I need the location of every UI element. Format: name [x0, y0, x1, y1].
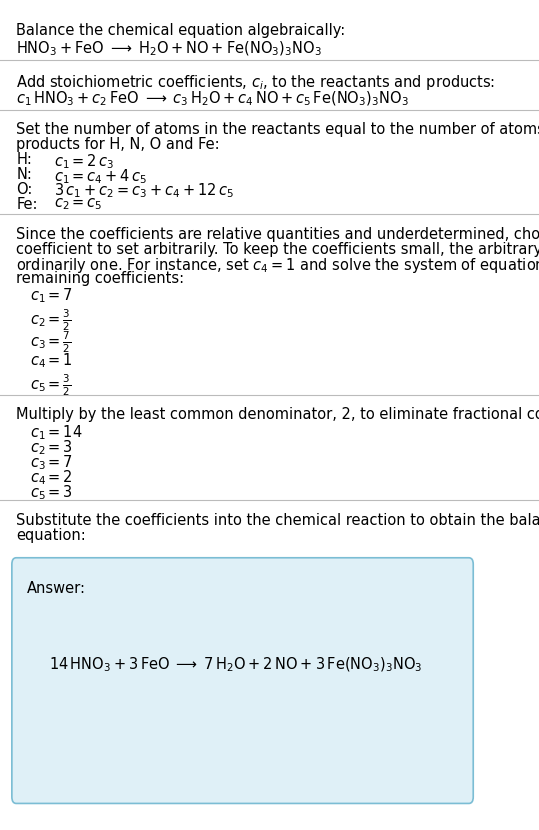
Text: $c_2 = \frac{3}{2}$: $c_2 = \frac{3}{2}$: [30, 308, 71, 334]
Text: Since the coefficients are relative quantities and underdetermined, choose a: Since the coefficients are relative quan…: [16, 227, 539, 242]
Text: $c_1\,\mathrm{HNO_3} + c_2\,\mathrm{FeO} \;\longrightarrow\; c_3\,\mathrm{H_2O} : $c_1\,\mathrm{HNO_3} + c_2\,\mathrm{FeO}…: [16, 90, 409, 108]
Text: coefficient to set arbitrarily. To keep the coefficients small, the arbitrary va: coefficient to set arbitrarily. To keep …: [16, 242, 539, 256]
Text: Answer:: Answer:: [27, 581, 86, 596]
Text: $3\,c_1 + c_2 = c_3 + c_4 + 12\,c_5$: $3\,c_1 + c_2 = c_3 + c_4 + 12\,c_5$: [54, 182, 234, 201]
Text: O:: O:: [16, 182, 32, 197]
Text: $c_3 = 7$: $c_3 = 7$: [30, 453, 73, 472]
Text: Substitute the coefficients into the chemical reaction to obtain the balanced: Substitute the coefficients into the che…: [16, 513, 539, 528]
Text: Multiply by the least common denominator, 2, to eliminate fractional coefficient: Multiply by the least common denominator…: [16, 407, 539, 422]
Text: $c_1 = 2\,c_3$: $c_1 = 2\,c_3$: [54, 152, 114, 171]
Text: $c_2 = 3$: $c_2 = 3$: [30, 438, 73, 457]
Text: Balance the chemical equation algebraically:: Balance the chemical equation algebraica…: [16, 23, 345, 38]
Text: $14\,\mathrm{HNO_3} + 3\,\mathrm{FeO} \;\longrightarrow\; 7\,\mathrm{H_2O} + 2\,: $14\,\mathrm{HNO_3} + 3\,\mathrm{FeO} \;…: [49, 656, 422, 674]
Text: $c_1 = c_4 + 4\,c_5$: $c_1 = c_4 + 4\,c_5$: [54, 167, 147, 186]
Text: ordinarily one. For instance, set $c_4 = 1$ and solve the system of equations fo: ordinarily one. For instance, set $c_4 =…: [16, 256, 539, 276]
Text: $c_5 = \frac{3}{2}$: $c_5 = \frac{3}{2}$: [30, 373, 71, 398]
Text: $c_5 = 3$: $c_5 = 3$: [30, 483, 73, 502]
FancyBboxPatch shape: [12, 558, 473, 803]
Text: Fe:: Fe:: [16, 197, 38, 212]
Text: H:: H:: [16, 152, 32, 167]
Text: products for H, N, O and Fe:: products for H, N, O and Fe:: [16, 137, 220, 152]
Text: $c_1 = 7$: $c_1 = 7$: [30, 286, 73, 305]
Text: Set the number of atoms in the reactants equal to the number of atoms in the: Set the number of atoms in the reactants…: [16, 122, 539, 137]
Text: $\mathrm{HNO_3 + FeO} \;\longrightarrow\; \mathrm{H_2O + NO + Fe(NO_3)_3NO_3}$: $\mathrm{HNO_3 + FeO} \;\longrightarrow\…: [16, 40, 322, 58]
Text: $c_4 = 2$: $c_4 = 2$: [30, 468, 72, 487]
Text: $c_4 = 1$: $c_4 = 1$: [30, 351, 72, 370]
Text: remaining coefficients:: remaining coefficients:: [16, 271, 184, 286]
Text: $c_2 = c_5$: $c_2 = c_5$: [54, 197, 102, 212]
Text: equation:: equation:: [16, 528, 86, 543]
Text: $c_3 = \frac{7}{2}$: $c_3 = \frac{7}{2}$: [30, 330, 71, 355]
Text: Add stoichiometric coefficients, $c_i$, to the reactants and products:: Add stoichiometric coefficients, $c_i$, …: [16, 73, 495, 92]
Text: $c_1 = 14$: $c_1 = 14$: [30, 423, 82, 442]
Text: N:: N:: [16, 167, 32, 182]
